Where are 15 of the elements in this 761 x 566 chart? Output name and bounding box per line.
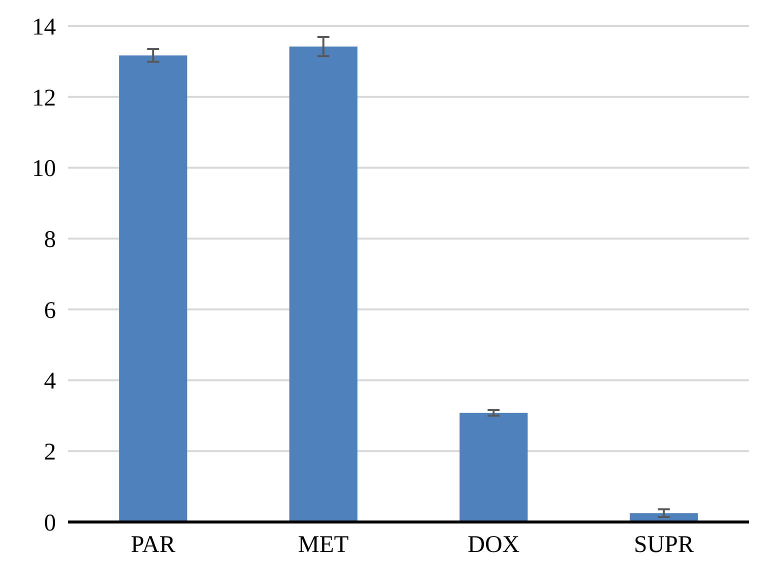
bar — [289, 46, 358, 522]
y-tick-label: 2 — [44, 440, 56, 466]
x-tick-label: SUPR — [634, 532, 694, 558]
y-tick-label: 10 — [32, 156, 56, 182]
bar — [460, 412, 528, 522]
x-tick-label: DOX — [468, 532, 520, 558]
bar — [119, 55, 188, 522]
y-tick-label: 6 — [44, 298, 56, 324]
y-tick-label: 0 — [44, 510, 56, 536]
x-tick-label: MET — [298, 532, 350, 558]
y-tick-label: 8 — [44, 226, 56, 253]
y-tick-label: 4 — [44, 368, 56, 395]
y-tick-label: 14 — [32, 14, 56, 40]
y-tick-label: 12 — [32, 85, 56, 112]
x-tick-label: PAR — [130, 532, 176, 558]
